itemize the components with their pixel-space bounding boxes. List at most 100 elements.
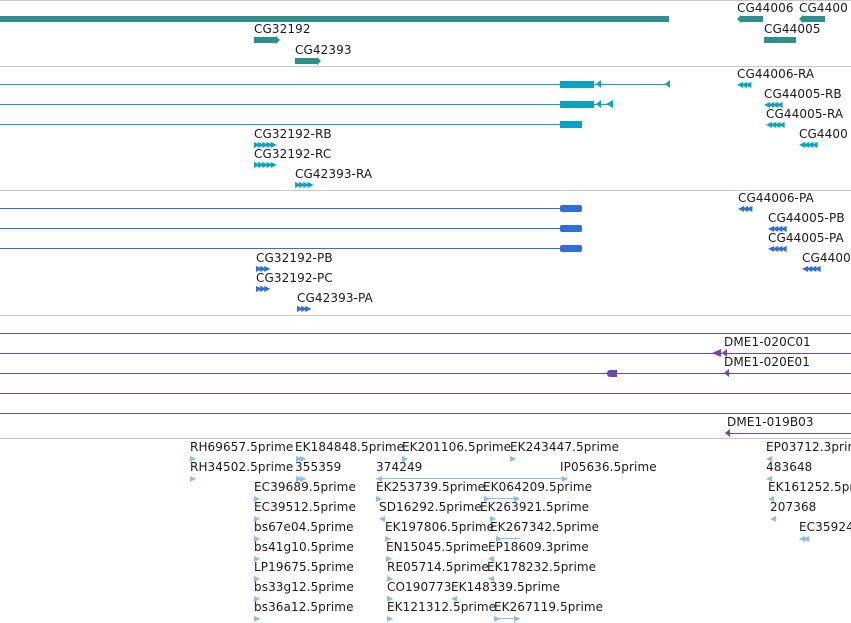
est-label[interactable]: EK121312.5prime — [387, 600, 497, 614]
transcript-exons-left-icon[interactable]: ◀◀◀◀ — [799, 140, 818, 149]
gene-bar-cg44006[interactable] — [741, 16, 763, 22]
est-label[interactable]: RE05714.5prime — [387, 560, 489, 574]
est-feature-right-icon[interactable]: ▶ — [387, 574, 393, 583]
est-feature-right-icon[interactable]: ▶ — [402, 454, 408, 463]
est-feature-left-icon[interactable]: ◀ — [488, 574, 494, 583]
est-feature-left-icon[interactable]: ◀ — [766, 454, 772, 463]
est-label[interactable]: EK197806.5prime — [385, 520, 495, 534]
transcript-exons-left-icon[interactable]: ◀◀◀◀ — [764, 100, 783, 109]
est-label[interactable]: 355359 — [295, 460, 342, 474]
est-label[interactable]: 207368 — [770, 500, 817, 514]
gene-label[interactable]: CG44005 — [764, 22, 821, 36]
est-feature-right-icon[interactable]: ▶ — [494, 614, 500, 623]
clone-line[interactable] — [0, 413, 851, 414]
est-label[interactable]: RH69657.5prime — [190, 440, 294, 454]
est-feature-right-icon[interactable]: ▶ — [254, 494, 260, 503]
cds-exon[interactable] — [560, 205, 582, 212]
est-feature-right-icon[interactable]: ▶ — [514, 494, 520, 503]
cds-label[interactable]: CG32192-PB — [256, 251, 333, 265]
est-feature-right-icon[interactable]: ▶ — [376, 494, 382, 503]
cds-label[interactable]: CG44005-PA — [768, 231, 844, 245]
est-feature-right-icon[interactable]: ▶▶ — [296, 454, 306, 463]
cds-exons-right-icon[interactable]: ▶▶▶ — [256, 284, 271, 293]
est-feature-right-icon[interactable]: ▶ — [254, 514, 260, 523]
est-label[interactable]: EC35924 — [799, 520, 851, 534]
transcript-exons-right-icon[interactable]: ▶▶▶▶▶ — [254, 140, 277, 149]
cds-line[interactable] — [0, 208, 582, 209]
est-spliced-feature[interactable] — [484, 498, 518, 499]
est-feature-right-icon[interactable]: ▶ — [496, 534, 502, 543]
transcript-label[interactable]: CG32192-RB — [254, 127, 332, 141]
est-label[interactable]: EK263921.5prime — [480, 500, 590, 514]
est-label[interactable]: RH34502.5prime — [190, 460, 294, 474]
est-label[interactable]: IP05636.5prime — [560, 460, 657, 474]
cds-line[interactable] — [0, 228, 582, 229]
est-feature-right-icon[interactable]: ▶ — [514, 614, 520, 623]
cds-label[interactable]: CG4400 — [802, 251, 851, 265]
gene-bar-cg4400[interactable] — [803, 16, 825, 22]
est-feature-right-icon[interactable]: ▶ — [387, 614, 393, 623]
est-feature-left-icon[interactable]: ◀ — [488, 554, 494, 563]
est-feature-right-icon[interactable]: ▶ — [254, 534, 260, 543]
cds-exons-left-icon[interactable]: ◀◀◀◀ — [768, 224, 787, 233]
est-label[interactable]: CO190773 — [387, 580, 452, 594]
cds-label[interactable]: CG44006-PA — [738, 191, 814, 205]
est-spliced-feature[interactable] — [496, 538, 520, 539]
gene-label[interactable]: CG44006 — [737, 1, 794, 15]
transcript-exons-left-icon[interactable]: ◀◀◀ — [737, 80, 752, 89]
transcript-label[interactable]: CG42393-RA — [295, 167, 373, 181]
est-label[interactable]: bs41g10.5prime — [254, 540, 354, 554]
est-label[interactable]: bs33g12.5prime — [254, 580, 354, 594]
transcript-label[interactable]: CG44005-RA — [766, 107, 844, 121]
gene-bar-cg42393[interactable] — [295, 58, 317, 64]
est-label[interactable]: EC39689.5prime — [254, 480, 356, 494]
est-feature-right-icon[interactable]: ▶ — [387, 594, 393, 603]
cds-exons-left-icon[interactable]: ◀◀◀◀ — [768, 244, 787, 253]
est-feature-left-icon[interactable]: ◀ — [768, 494, 774, 503]
est-label[interactable]: EK148339.5prime — [451, 580, 561, 594]
est-label[interactable]: bs36a12.5prime — [254, 600, 354, 614]
cds-label[interactable]: CG42393-PA — [297, 291, 373, 305]
est-spliced-feature[interactable] — [494, 618, 520, 619]
est-label[interactable]: EK267342.5prime — [490, 520, 600, 534]
est-label[interactable]: EK178232.5prime — [487, 560, 597, 574]
clone-label[interactable]: DME1-019B03 — [727, 415, 814, 429]
cds-exons-left-icon[interactable]: ◀◀◀◀ — [802, 264, 821, 273]
est-feature-right-icon[interactable]: ▶ — [254, 614, 260, 623]
gene-bar-cg32192[interactable] — [254, 37, 276, 43]
est-spliced-feature[interactable] — [376, 478, 566, 479]
est-label[interactable]: bs67e04.5prime — [254, 520, 354, 534]
transcript-label[interactable]: CG4400 — [799, 127, 848, 141]
cds-exons-left-icon[interactable]: ◀◀◀ — [738, 204, 753, 213]
est-label[interactable]: LP19675.5prime — [254, 560, 354, 574]
transcript-exons-right-icon[interactable]: ▶▶▶▶▶ — [254, 160, 277, 169]
est-label[interactable]: EP18609.3prime — [488, 540, 589, 554]
cds-label[interactable]: CG32192-PC — [256, 271, 333, 285]
est-label[interactable]: EK243447.5prime — [510, 440, 620, 454]
clone-label[interactable]: DME1-020C01 — [724, 335, 811, 349]
transcript-exon[interactable] — [560, 81, 594, 88]
est-label[interactable]: EP03712.3prim — [766, 440, 851, 454]
clone-segment[interactable] — [607, 370, 617, 377]
transcript-exon[interactable] — [560, 101, 594, 108]
est-label[interactable]: EK064209.5prime — [483, 480, 593, 494]
est-feature-left-icon[interactable]: ◀ — [451, 594, 457, 603]
cds-exons-right-icon[interactable]: ▶▶▶ — [297, 304, 312, 313]
est-feature-right-icon[interactable]: ▶ — [386, 554, 392, 563]
est-feature-left-icon[interactable]: ◀ — [379, 514, 385, 523]
est-feature-left-icon[interactable]: ◀ — [770, 514, 776, 523]
transcript-label[interactable]: CG44006-RA — [737, 67, 815, 81]
transcript-line[interactable] — [0, 124, 582, 125]
clone-line[interactable] — [0, 393, 851, 394]
cds-exon[interactable] — [560, 245, 582, 252]
gene-label[interactable]: CG4400 — [799, 1, 848, 15]
clone-line[interactable] — [0, 353, 851, 354]
transcript-exons-right-icon[interactable]: ▶▶▶▶ — [295, 180, 314, 189]
est-label[interactable]: 374249 — [376, 460, 423, 474]
est-feature-left-icon[interactable]: ◀ — [376, 474, 382, 483]
est-label[interactable]: 483648 — [766, 460, 813, 474]
clone-line[interactable] — [728, 433, 851, 434]
est-feature-right-icon[interactable]: ▶ — [385, 534, 391, 543]
est-label[interactable]: SD16292.5prime — [379, 500, 482, 514]
est-label[interactable]: EK253739.5prime — [376, 480, 486, 494]
